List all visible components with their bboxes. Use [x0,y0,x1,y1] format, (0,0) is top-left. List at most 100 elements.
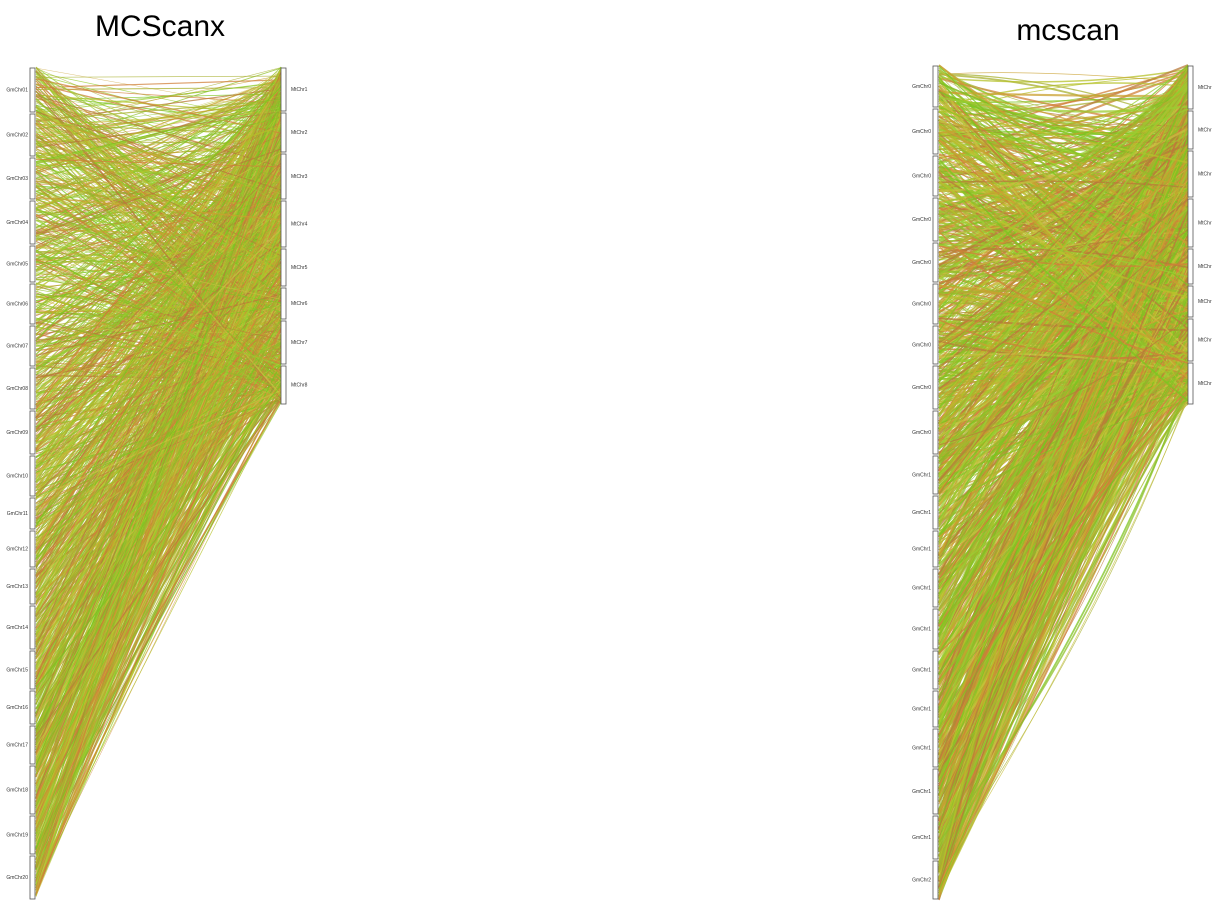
chromosome-label: MtChr7 [291,340,308,346]
synteny-link [35,282,282,894]
synteny-link [938,81,1189,167]
synteny-link [938,90,1189,330]
chromosome-box [1187,362,1194,405]
synteny-link [35,149,282,156]
chromosome-label: GmChr16 [6,705,28,711]
synteny-panel: GmChr0 GmChr0 GmChr0 GmChr0 GmChr0 GmChr0 GmCh… [912,64,1212,901]
synteny-link [35,245,282,683]
synteny-link [938,243,1189,278]
synteny-link [35,75,282,78]
chromosome-box [280,200,287,248]
synteny-link [938,355,1189,695]
synteny-link [938,151,1189,234]
synteny-link [35,81,282,201]
chromosome-box [29,67,36,113]
synteny-link [35,279,282,627]
synteny-link [938,83,1189,444]
synteny-link [35,269,282,316]
chromosome-label: GmChr1 [912,546,931,552]
synteny-link [938,65,1189,287]
chromosome-label: MtChr [1198,85,1212,91]
synteny-link [35,83,282,311]
synteny-link [938,149,1189,873]
synteny-link [938,231,1189,364]
synteny-link [938,256,1189,266]
synteny-link [35,168,282,272]
synteny-link [938,310,1189,826]
synteny-link [35,94,282,116]
synteny-link [35,362,282,850]
chromosome-label: MtChr8 [291,382,308,388]
synteny-link [35,363,282,521]
synteny-link [35,152,282,286]
chromosome-box [932,325,939,365]
synteny-link [35,82,282,465]
synteny-link [938,99,1189,374]
synteny-link [938,180,1189,299]
synteny-link [938,92,1189,220]
synteny-link [35,196,282,221]
synteny-link [938,190,1189,349]
chromosome-label: GmChr2 [912,877,931,883]
synteny-link [938,388,1189,625]
synteny-link [35,135,282,232]
chromosome-label: GmChr18 [6,787,28,793]
chromosome-label: GmChr1 [912,745,931,751]
synteny-link [938,198,1189,390]
chromosome-label: MtChr6 [291,301,308,307]
synteny-link [35,82,282,479]
synteny-link [938,309,1189,431]
synteny-link [938,368,1189,561]
chromosome-box [280,248,287,287]
synteny-link [35,330,282,393]
synteny-link [938,297,1189,517]
synteny-link [35,189,282,266]
synteny-link [938,110,1189,313]
synteny-link [938,88,1189,258]
chromosome-label: GmChr1 [912,706,931,712]
synteny-link [938,311,1189,456]
synteny-link [35,244,282,300]
synteny-link [938,109,1189,882]
synteny-link [35,287,282,833]
synteny-link [35,176,282,566]
synteny-link [35,205,282,660]
synteny-link [35,329,282,891]
synteny-link [35,305,282,347]
chromosome-box [932,815,939,860]
synteny-link [35,341,282,467]
synteny-link [35,86,282,104]
synteny-link [35,347,282,618]
synteny-link [938,67,1189,239]
chromosome-label: GmChr08 [6,386,28,392]
synteny-link [938,318,1189,360]
synteny-link [35,397,282,737]
chromosome-label: GmChr0 [912,260,931,266]
synteny-link [35,104,282,849]
chromosome-box [29,690,36,725]
synteny-link [35,186,282,375]
chromosome-label: GmChr0 [912,430,931,436]
synteny-link [35,270,282,756]
synteny-link [35,116,282,179]
synteny-link [35,106,282,163]
synteny-link [35,116,282,231]
synteny-link [35,223,282,886]
link-group [35,66,282,897]
chromosome-box [1187,110,1194,150]
chromosome-box [29,530,36,568]
chromosome-box [29,765,36,815]
synteny-link [35,144,282,866]
synteny-link [35,390,282,596]
chromosome-box [29,455,36,497]
chromosome-label: MtChr [1198,299,1212,305]
synteny-link [938,355,1189,810]
synteny-link [938,170,1189,725]
synteny-link [938,282,1189,293]
synteny-link [938,297,1189,487]
synteny-link [938,88,1189,536]
synteny-link [35,148,282,235]
chromosome-label: MtChr2 [291,130,308,136]
chromosome-box [1187,248,1194,285]
